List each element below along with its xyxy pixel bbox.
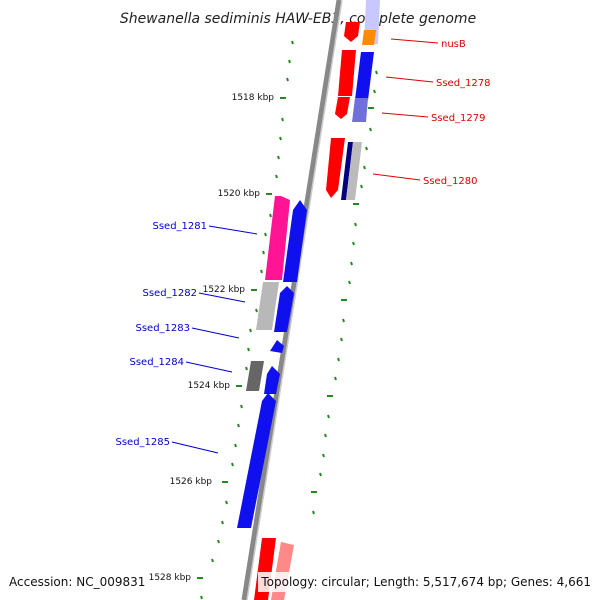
backbone-highlight xyxy=(246,0,343,600)
leader-line xyxy=(191,327,240,339)
tick-label: 1520 kbp xyxy=(218,189,261,199)
forward-labels: nusB Ssed_1278 Ssed_1279 Ssed_1280 xyxy=(372,38,491,187)
gene-label-Ssed_1283[interactable]: Ssed_1283 xyxy=(135,323,190,334)
leader-line xyxy=(208,225,258,235)
gene-arrow-Ssed_1280-grey[interactable] xyxy=(346,142,362,200)
gene-label-nusB[interactable]: nusB xyxy=(441,39,466,50)
leader-line xyxy=(185,361,233,373)
inner-tick-ring xyxy=(311,70,378,515)
gene-arrow-Ssed_1283[interactable] xyxy=(270,340,284,353)
gene-label-Ssed_1280[interactable]: Ssed_1280 xyxy=(423,176,478,187)
gene-arrow-nusB[interactable] xyxy=(362,30,376,45)
gene-label-Ssed_1281[interactable]: Ssed_1281 xyxy=(152,221,207,232)
outer-tick-ring xyxy=(197,40,294,600)
gene-arrow-Ssed_1282-grey[interactable] xyxy=(256,282,279,330)
gene-arrow-nusB-red[interactable] xyxy=(344,22,360,42)
gene-arrow-Ssed_1284[interactable] xyxy=(264,366,280,394)
tick-label: 1526 kbp xyxy=(170,477,213,487)
gene-arrow-Ssed_1281[interactable] xyxy=(265,196,290,280)
leader-line xyxy=(390,38,439,44)
gene-label-Ssed_1284[interactable]: Ssed_1284 xyxy=(129,357,184,368)
topology-text: Topology: circular; Length: 5,517,674 bp… xyxy=(260,575,591,589)
gene-arrow-Ssed_1278-red[interactable] xyxy=(338,50,356,96)
tick-label: 1528 kbp xyxy=(149,573,192,583)
gene-label-Ssed_1279[interactable]: Ssed_1279 xyxy=(431,113,486,124)
leader-line xyxy=(198,292,246,303)
topology-backdrop xyxy=(258,572,596,592)
tick-label: 1524 kbp xyxy=(188,381,231,391)
gene-arrow-Ssed_1280[interactable] xyxy=(341,142,353,200)
gene-label-Ssed_1278[interactable]: Ssed_1278 xyxy=(436,78,491,89)
leader-line xyxy=(385,76,434,83)
leader-line xyxy=(171,441,219,454)
gene-label-Ssed_1282[interactable]: Ssed_1282 xyxy=(142,288,197,299)
gene-arrow-Ssed_1282[interactable] xyxy=(274,286,294,332)
gene-arrow-red-long[interactable] xyxy=(326,138,345,198)
tick-label: 1522 kbp xyxy=(203,285,246,295)
gene-arrow-Ssed_1278[interactable] xyxy=(355,52,374,100)
reverse-labels: Ssed_1281 Ssed_1282 Ssed_1283 Ssed_1284 … xyxy=(115,221,258,454)
tick-label: 1518 kbp xyxy=(232,93,275,103)
gene-label-Ssed_1285[interactable]: Ssed_1285 xyxy=(115,437,170,448)
gene-arrow-Ssed_1281-blue[interactable] xyxy=(283,200,307,282)
tick-labels: 1518 kbp 1520 kbp 1522 kbp 1524 kbp 1526… xyxy=(149,93,275,583)
gene-arrow-Ssed_1284-grey[interactable] xyxy=(246,361,264,391)
gene-arrow-Ssed_1279[interactable] xyxy=(352,98,368,122)
leader-line xyxy=(381,112,429,118)
accession-text: Accession: NC_009831 xyxy=(9,575,145,589)
gene-arrow-Ssed_1285[interactable] xyxy=(237,393,276,528)
reverse-genes xyxy=(237,196,307,528)
gene-arrow-red-small[interactable] xyxy=(335,97,350,119)
forward-genes xyxy=(254,0,380,600)
genome-title: Shewanella sediminis HAW-EB3, complete g… xyxy=(120,11,476,27)
leader-line xyxy=(372,173,421,181)
